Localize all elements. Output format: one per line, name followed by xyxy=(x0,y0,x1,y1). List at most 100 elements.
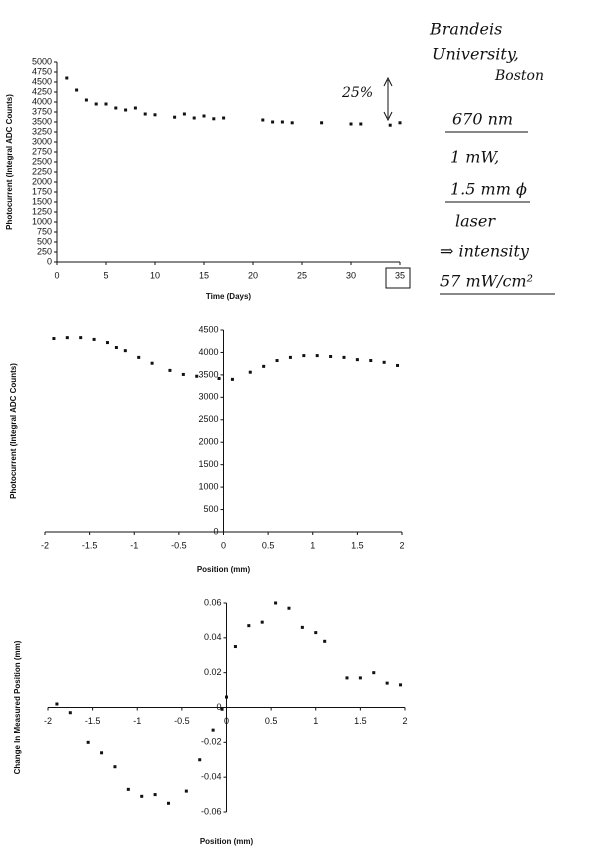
y-tick-label: 0 xyxy=(47,256,52,266)
point xyxy=(68,711,72,715)
y-axis-title: Change In Measured Position (mm) xyxy=(13,640,22,774)
point xyxy=(260,620,264,624)
point xyxy=(248,370,252,374)
x-tick-label: 2 xyxy=(399,540,404,550)
x-tick-label: -1.5 xyxy=(82,540,98,550)
x-tick-label: 1.5 xyxy=(354,716,367,726)
point xyxy=(133,106,137,110)
point xyxy=(94,102,98,106)
x-tick-label: -1.5 xyxy=(85,716,101,726)
point xyxy=(262,364,266,368)
point xyxy=(230,377,234,381)
point xyxy=(202,114,206,118)
point xyxy=(359,122,363,126)
y-tick-label: 2000 xyxy=(198,437,218,447)
note: ⇒ intensity xyxy=(440,242,530,261)
y-tick-label: -0.02 xyxy=(201,737,222,747)
x-tick-label: -0.5 xyxy=(171,540,187,550)
y-tick-label: 4000 xyxy=(32,96,52,106)
y-tick-label: 4750 xyxy=(32,66,52,76)
y-tick-label: 4500 xyxy=(32,76,52,86)
y-tick-label: 750 xyxy=(37,226,52,236)
note: Boston xyxy=(494,68,544,84)
x-tick-label: 0.5 xyxy=(265,716,278,726)
point xyxy=(181,372,185,376)
point xyxy=(84,98,88,102)
y-tick-label: 3500 xyxy=(32,116,52,126)
point xyxy=(323,639,327,643)
note: 1 mW, xyxy=(450,148,499,167)
y-tick-label: 4000 xyxy=(198,347,218,357)
y-tick-label: 500 xyxy=(203,504,218,514)
point xyxy=(225,695,228,699)
x-tick-label: 20 xyxy=(248,270,258,280)
x-tick-label: 0 xyxy=(54,270,59,280)
point xyxy=(388,123,392,127)
point xyxy=(233,645,237,649)
arrow-heads xyxy=(383,76,393,122)
x-tick-label: -2 xyxy=(41,540,49,550)
y-tick-label: -0.04 xyxy=(201,772,222,782)
point xyxy=(222,116,226,120)
point xyxy=(212,117,216,121)
point xyxy=(123,349,127,353)
x-tick-label: 35 xyxy=(395,270,405,280)
y-tick-label: 1500 xyxy=(198,459,218,469)
x-tick-label: 2 xyxy=(402,716,407,726)
point xyxy=(184,789,188,793)
x-axis-title: Position (mm) xyxy=(200,837,254,846)
y-tick-label: 0 xyxy=(213,526,218,536)
point xyxy=(55,702,59,706)
point xyxy=(358,676,362,680)
annotation: 25% xyxy=(341,85,373,101)
y-tick-label: 500 xyxy=(37,236,52,246)
y-tick-label: 0.02 xyxy=(204,667,222,677)
note: 670 nm xyxy=(452,110,513,129)
point xyxy=(104,102,108,106)
y-tick-label: 0 xyxy=(216,702,221,712)
point xyxy=(345,676,349,680)
x-axis-title: Position (mm) xyxy=(197,565,251,574)
point xyxy=(382,360,386,364)
x-tick-label: 1 xyxy=(313,716,318,726)
x-tick-label: 25 xyxy=(297,270,307,280)
x-tick-label: 0 xyxy=(224,716,229,726)
note: laser xyxy=(455,212,496,231)
x-tick-label: 15 xyxy=(199,270,209,280)
note: 1.5 mm ϕ xyxy=(450,180,527,199)
point xyxy=(280,120,284,124)
point xyxy=(329,354,333,358)
point xyxy=(396,363,400,367)
point xyxy=(140,794,144,798)
point xyxy=(342,355,346,359)
point xyxy=(198,758,202,762)
point xyxy=(261,118,265,122)
point xyxy=(105,341,109,345)
point xyxy=(300,625,304,629)
y-tick-label: 3000 xyxy=(198,392,218,402)
point xyxy=(247,624,251,628)
y-tick-label: 2250 xyxy=(32,166,52,176)
y-tick-label: -0.06 xyxy=(201,806,222,816)
point xyxy=(113,765,117,769)
y-tick-label: 4500 xyxy=(198,324,218,334)
point xyxy=(271,120,275,124)
point xyxy=(79,336,83,340)
point xyxy=(92,337,96,341)
y-tick-label: 1250 xyxy=(32,206,52,216)
x-tick-label: 0.5 xyxy=(262,540,275,550)
point xyxy=(275,359,279,363)
y-tick-label: 1000 xyxy=(198,481,218,491)
point xyxy=(168,368,172,372)
x-tick-label: 10 xyxy=(150,270,160,280)
x-tick-label: -2 xyxy=(44,716,52,726)
x-tick-label: 5 xyxy=(103,270,108,280)
note: Brandeis xyxy=(429,20,502,39)
note: University, xyxy=(432,45,519,64)
point xyxy=(52,337,56,341)
x-tick-label: 0 xyxy=(221,540,226,550)
point xyxy=(220,707,224,711)
point xyxy=(124,108,128,112)
point xyxy=(290,121,294,125)
